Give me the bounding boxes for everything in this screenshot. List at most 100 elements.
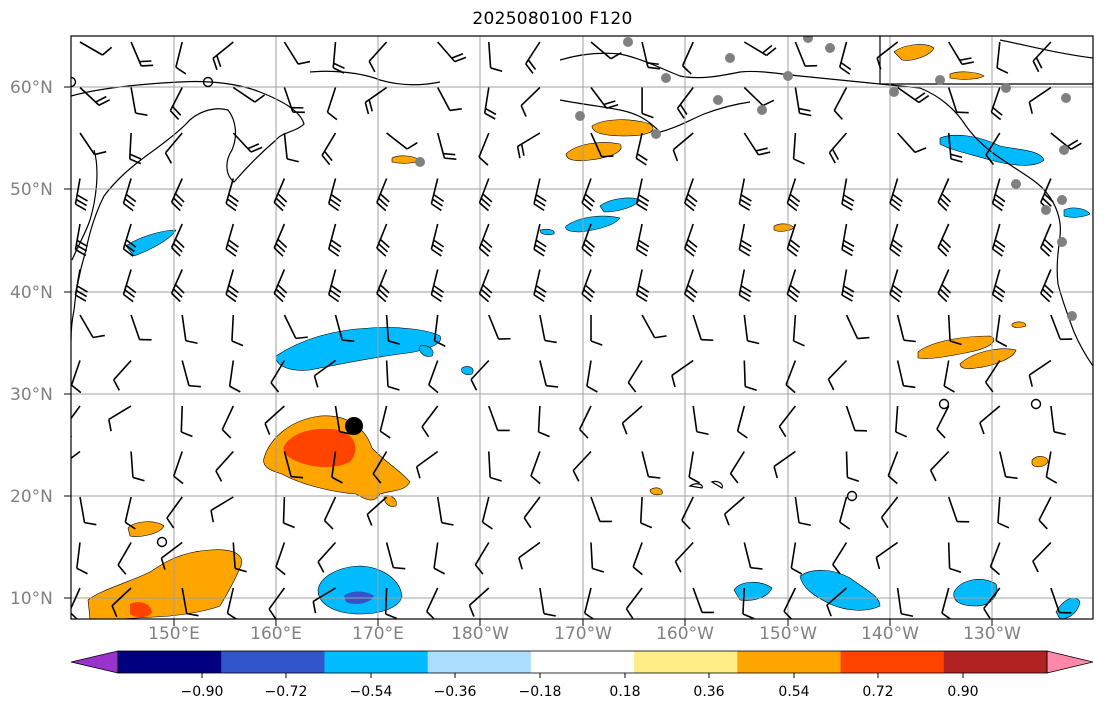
lon-label: 130°W (963, 624, 1021, 644)
lat-label: 40°N (10, 283, 53, 303)
wind-barb (539, 587, 556, 617)
lon-label: 170°W (554, 624, 612, 644)
colorbar (70, 650, 1094, 678)
wind-barb (778, 405, 797, 438)
wind-barb (364, 86, 388, 115)
wind-barb (1038, 496, 1052, 530)
wind-barb (947, 496, 970, 523)
wind-barb (225, 178, 239, 212)
lon-label: 160°E (250, 624, 302, 644)
open-circle-markers (71, 76, 1042, 548)
colorbar-segment (324, 651, 429, 673)
wind-barb (270, 360, 286, 393)
wind-barb (738, 178, 752, 211)
coastlines (71, 36, 1093, 489)
wind-barb (1028, 86, 1052, 114)
positive-anomaly-region (127, 521, 165, 537)
wind-barb (635, 178, 650, 211)
wind-barb (632, 542, 643, 576)
wind-barb (743, 360, 757, 391)
wind-barb (386, 132, 418, 150)
wind-barb (936, 405, 950, 439)
wind-barb (520, 86, 541, 117)
lat-label: 50°N (10, 180, 53, 200)
wind-barb (283, 451, 304, 479)
wind-barb (991, 223, 1006, 257)
wind-barb (880, 496, 899, 529)
wind-barb (674, 541, 694, 573)
wind-barb (436, 132, 457, 160)
colorbar-tick-label: 0.54 (778, 684, 810, 700)
wind-barb (275, 542, 286, 576)
wind-barb (331, 451, 343, 484)
negative-anomaly-region (799, 569, 881, 611)
wind-barb (437, 41, 467, 63)
wind-barb (947, 314, 962, 346)
wind-barb (672, 132, 694, 162)
wind-barb (828, 132, 848, 164)
wind-barb (1040, 269, 1054, 303)
wind-barb (71, 450, 81, 460)
wind-barb (692, 405, 709, 436)
wind-barb (641, 314, 667, 339)
wind-barb (326, 87, 338, 121)
wind-barb (79, 132, 107, 156)
negative-anomaly-region (317, 565, 403, 615)
wind-barb (947, 87, 969, 114)
colorbar-tick-label: −0.36 (433, 684, 477, 700)
wind-barb (111, 587, 132, 618)
lat-label: 20°N (10, 487, 53, 507)
wind-barb (130, 314, 152, 341)
wind-barb (875, 541, 899, 570)
wind-barb (273, 178, 288, 212)
wind-barb (979, 405, 1001, 435)
wind-barb (1050, 314, 1073, 341)
positive-anomaly-region (565, 142, 622, 162)
wind-barb (583, 587, 595, 619)
colorbar-tick-label: −0.90 (180, 684, 224, 700)
wind-barb (516, 132, 541, 159)
negative-anomaly-region (461, 366, 474, 375)
wind-barb (845, 451, 860, 482)
lon-label: 180°W (451, 624, 509, 644)
wind-barb (327, 269, 342, 303)
wind-barb (627, 360, 643, 393)
wind-barb (889, 223, 903, 257)
wind-barb (478, 269, 493, 303)
wind-barb (897, 86, 930, 104)
wind-barb (1040, 223, 1054, 257)
colorbar-segment (221, 651, 325, 673)
wind-barb (130, 41, 154, 67)
wind-barb (786, 178, 801, 212)
wind-barb (641, 87, 654, 119)
wind-barb (332, 41, 345, 74)
wind-barb (995, 314, 1008, 348)
wind-barb (991, 178, 1006, 212)
wind-barb (483, 87, 497, 120)
wind-barb (1032, 41, 1052, 73)
wind-barb (170, 178, 185, 212)
wind-barb (79, 86, 111, 106)
wind-barb (743, 86, 775, 107)
wind-barb (785, 360, 797, 394)
positive-anomaly-region (893, 44, 935, 61)
wind-barb (833, 87, 848, 120)
wind-barb (845, 405, 867, 432)
wind-barb (478, 178, 493, 212)
wind-barb (773, 450, 796, 479)
wind-barb (215, 450, 234, 482)
wind-barb (313, 359, 336, 388)
wind-barb (488, 41, 503, 73)
wind-barb (786, 269, 801, 303)
wind-barbs (71, 41, 1082, 619)
wind-barb (985, 132, 1001, 166)
wind-barb (792, 132, 805, 165)
storm-center-marker (345, 417, 363, 435)
wind-barb (896, 587, 914, 618)
wind-barb (366, 496, 388, 526)
wind-barb (929, 450, 950, 482)
positive-anomaly-region (1031, 456, 1049, 468)
colorbar-segment (634, 651, 738, 673)
